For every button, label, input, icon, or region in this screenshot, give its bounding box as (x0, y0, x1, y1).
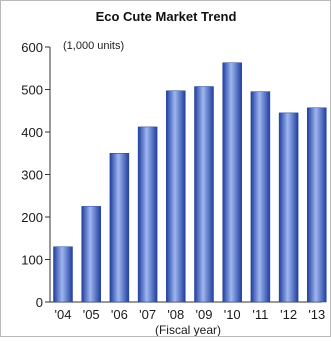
bar-10 (223, 63, 242, 302)
y-tick-label: 100 (21, 253, 43, 268)
x-category-label: '09 (196, 307, 213, 322)
chart-title: Eco Cute Market Trend (96, 9, 237, 24)
x-category-label: '11 (252, 307, 268, 322)
y-tick-label: 400 (21, 125, 43, 140)
bar-chart: Eco Cute Market Trend (1,000 units) 0 100… (1, 1, 330, 336)
bar-07 (138, 127, 157, 302)
y-unit-label: (1,000 units) (63, 40, 124, 52)
bar-09 (195, 87, 214, 302)
bar-08 (166, 91, 185, 302)
bar-05 (82, 206, 101, 302)
bar-13 (307, 108, 326, 302)
y-tick-label: 500 (21, 83, 43, 98)
y-tick-label: 200 (21, 210, 43, 225)
x-category-labels: '04 '05 '06 '07 '08 '09 '10 '11 '12 '13 (55, 307, 326, 322)
bars (54, 63, 327, 302)
x-category-label: '13 (308, 307, 325, 322)
x-category-label: '10 (224, 307, 241, 322)
x-category-label: '05 (83, 307, 100, 322)
x-category-label: '04 (55, 307, 72, 322)
x-category-label: '12 (280, 307, 297, 322)
y-tick-label: 600 (21, 40, 43, 55)
x-category-label: '06 (111, 307, 128, 322)
x-category-label: '08 (167, 307, 184, 322)
bar-04 (54, 247, 73, 302)
y-tick-label: 0 (36, 295, 43, 310)
x-axis-label: (Fiscal year) (155, 323, 221, 336)
bar-06 (110, 153, 129, 302)
x-category-label: '07 (139, 307, 156, 322)
bar-11 (251, 92, 270, 302)
bar-12 (279, 113, 298, 302)
y-ticks: 0 100 200 300 400 500 600 (21, 40, 50, 310)
y-tick-label: 300 (21, 168, 43, 183)
